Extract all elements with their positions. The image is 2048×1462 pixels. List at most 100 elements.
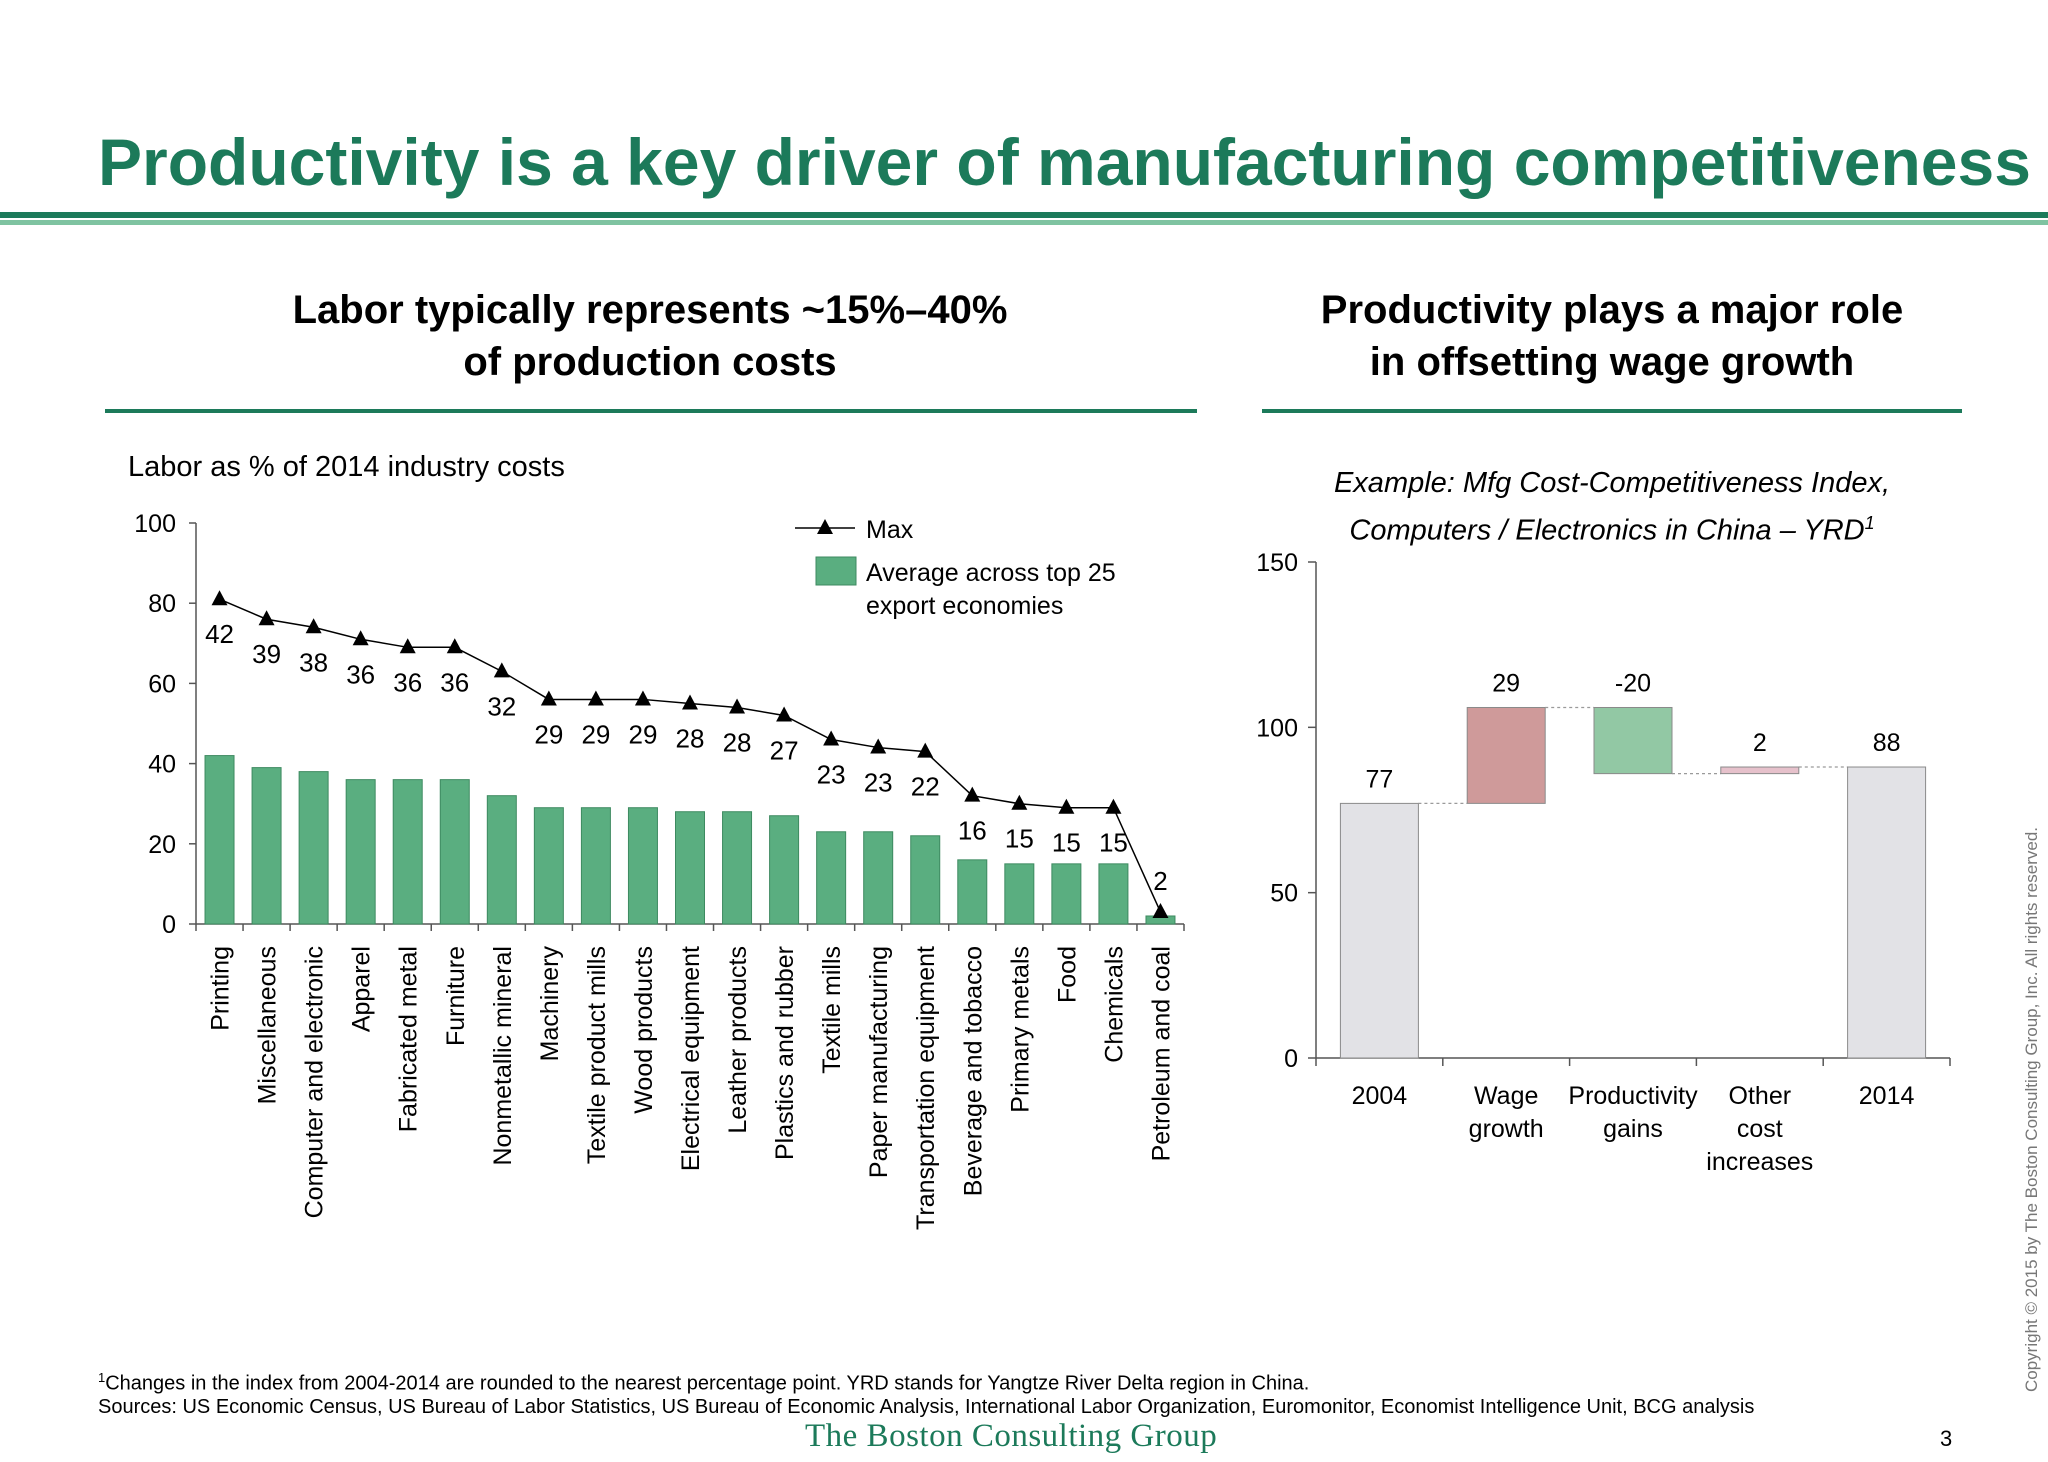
category-label: Chemicals <box>1100 946 1128 1063</box>
sources-note: Sources: US Economic Census, US Bureau o… <box>98 1396 1755 1418</box>
waterfall-bar <box>1847 766 1927 1059</box>
category-label: Primary metals <box>1006 946 1034 1113</box>
bar <box>1051 863 1082 925</box>
category-label: Leather products <box>724 946 752 1134</box>
max-marker <box>682 694 698 710</box>
waterfall-value-label: -20 <box>1615 669 1651 697</box>
right-heading-line1: Productivity plays a major role <box>1320 288 1904 332</box>
max-marker <box>1152 902 1169 918</box>
waterfall-category-label: 2014 <box>1859 1082 1915 1110</box>
page-title: Productivity is a key driver of manufact… <box>98 125 2031 199</box>
bar-value-label: 28 <box>723 727 752 757</box>
bar-value-label: 42 <box>205 619 234 649</box>
bar-value-label: 23 <box>817 760 846 790</box>
waterfall-bar <box>1593 706 1673 775</box>
left-heading-line1: Labor typically represents ~15%–40% <box>292 288 1008 332</box>
waterfall-value-label: 88 <box>1873 729 1901 757</box>
category-label: Miscellaneous <box>254 946 282 1104</box>
bar-value-label: 36 <box>440 667 469 697</box>
y-tick-label: 60 <box>148 670 176 698</box>
category-label: Fabricated metal <box>395 946 423 1132</box>
category-label: Machinery <box>536 946 564 1062</box>
bar <box>439 779 470 925</box>
waterfall-bar <box>1339 802 1419 1059</box>
max-marker <box>399 638 416 654</box>
y-tick-label: 100 <box>134 510 176 538</box>
category-label: Furniture <box>442 946 470 1046</box>
max-marker <box>1105 798 1122 814</box>
category-label: Paper manufacturing <box>865 946 893 1178</box>
max-marker <box>964 786 981 802</box>
waterfall-category-label: Wage <box>1474 1082 1538 1110</box>
category-label: Wood products <box>630 946 658 1114</box>
bar <box>533 807 564 925</box>
category-label: Electrical equipment <box>677 946 705 1171</box>
bar <box>204 755 235 925</box>
category-label: Textile product mills <box>583 946 611 1164</box>
max-marker <box>305 618 322 634</box>
bar <box>722 811 753 925</box>
bar <box>957 859 988 925</box>
bar <box>627 807 658 925</box>
bar-value-label: 15 <box>1005 824 1034 854</box>
legend-bar-label-line2: export economies <box>866 592 1063 620</box>
category-label: Printing <box>207 946 235 1031</box>
max-marker <box>258 610 275 626</box>
bar-value-label: 36 <box>346 659 375 689</box>
bar <box>863 831 894 925</box>
left-heading-line2: of production costs <box>463 340 837 384</box>
bar <box>675 811 705 925</box>
max-marker <box>352 630 369 646</box>
waterfall-bar <box>1720 766 1800 775</box>
right-example-line2-text: Computers / Electronics in China – YRD <box>1349 514 1865 547</box>
max-marker <box>446 638 463 654</box>
bar <box>816 831 847 925</box>
legend-bar-swatch <box>815 556 857 586</box>
category-label: Computer and electronic <box>301 946 329 1218</box>
waterfall-value-label: 29 <box>1492 669 1520 697</box>
right-example-sup: 1 <box>1864 513 1875 533</box>
waterfall-category-label: increases <box>1706 1148 1813 1176</box>
bar-value-label: 36 <box>393 667 422 697</box>
title-rule <box>0 212 2048 218</box>
max-marker <box>493 662 510 678</box>
waterfall-value-label: 77 <box>1365 765 1393 793</box>
bar-value-label: 22 <box>911 772 940 802</box>
category-label: Apparel <box>348 946 376 1032</box>
bar <box>392 779 423 925</box>
right-example-line2: Computers / Electronics in China – YRD1 <box>1262 503 1962 551</box>
waterfall-category-label: growth <box>1469 1115 1544 1143</box>
bar <box>486 795 517 925</box>
page-number: 3 <box>1940 1426 1953 1451</box>
max-marker <box>823 730 840 746</box>
legend-bar-label-line1: Average across top 25 <box>866 559 1116 587</box>
category-label: Nonmetallic mineral <box>489 946 517 1166</box>
bar-value-label: 29 <box>581 719 610 749</box>
bar <box>580 807 611 925</box>
legend-max-label: Max <box>866 516 914 544</box>
y-tick-label: 150 <box>1256 549 1298 577</box>
left-section-rule <box>105 409 1197 413</box>
category-label: Beverage and tobacco <box>959 946 987 1196</box>
category-label: Petroleum and coal <box>1147 946 1175 1161</box>
max-marker <box>917 742 934 758</box>
max-marker <box>776 706 793 722</box>
right-section-heading: Productivity plays a major role in offse… <box>1262 284 1962 388</box>
category-label: Transportation equipment <box>912 946 940 1230</box>
bar-value-label: 15 <box>1052 828 1081 858</box>
waterfall-category-label: Other <box>1729 1082 1792 1110</box>
bar-value-label: 27 <box>770 735 799 765</box>
legend-max-marker <box>817 519 833 534</box>
bar-value-label: 29 <box>628 719 657 749</box>
max-marker <box>634 690 651 706</box>
category-label: Textile mills <box>818 946 846 1074</box>
bar <box>251 767 282 925</box>
y-tick-label: 40 <box>148 751 176 779</box>
max-marker <box>587 690 604 706</box>
waterfall-category-label: Productivity <box>1568 1082 1698 1110</box>
category-label: Food <box>1053 946 1081 1003</box>
bar <box>345 779 376 925</box>
waterfall-bar <box>1466 706 1546 804</box>
